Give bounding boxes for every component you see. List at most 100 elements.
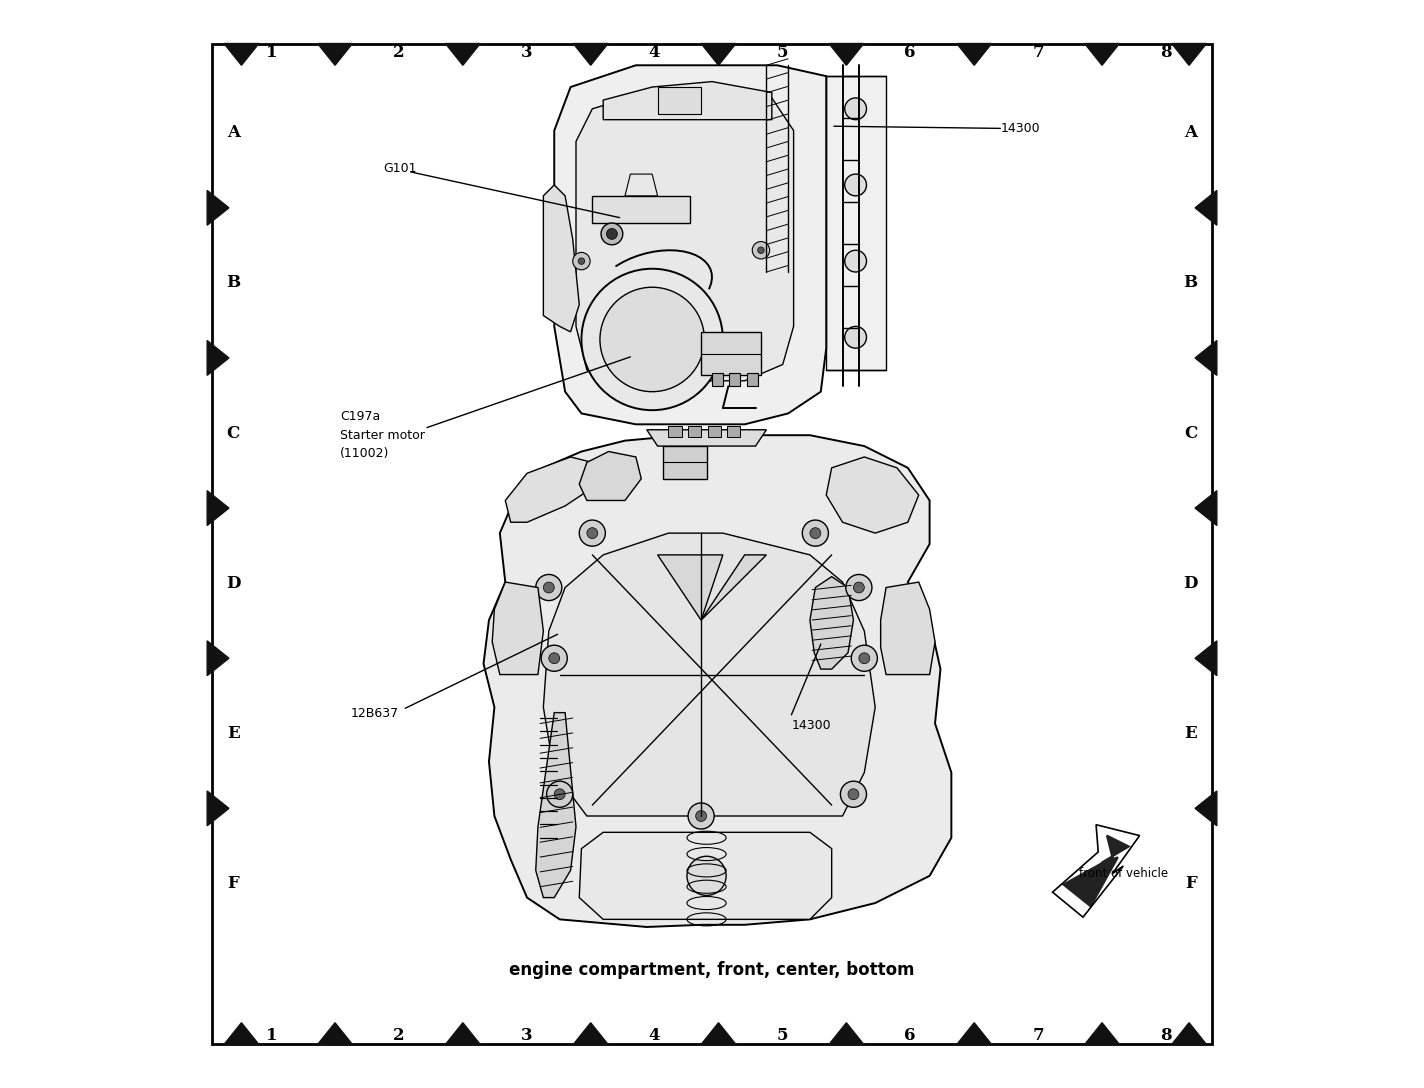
Bar — [708, 426, 721, 437]
Polygon shape — [701, 1023, 736, 1044]
Polygon shape — [575, 92, 793, 381]
Circle shape — [581, 269, 723, 410]
Text: 8: 8 — [1161, 44, 1172, 61]
Polygon shape — [880, 582, 936, 675]
Polygon shape — [580, 832, 832, 919]
Polygon shape — [592, 196, 691, 223]
Polygon shape — [1195, 791, 1218, 826]
Circle shape — [852, 645, 877, 671]
Text: 1: 1 — [266, 1027, 278, 1044]
Bar — [658, 87, 701, 114]
Polygon shape — [1195, 491, 1218, 526]
Polygon shape — [1172, 1023, 1206, 1044]
Circle shape — [859, 653, 870, 664]
Text: 6: 6 — [904, 1027, 916, 1044]
Circle shape — [535, 574, 562, 601]
Circle shape — [587, 528, 598, 539]
Text: F: F — [228, 875, 239, 892]
Bar — [701, 332, 760, 375]
Text: 7: 7 — [1032, 1027, 1044, 1044]
Circle shape — [541, 645, 567, 671]
Polygon shape — [810, 577, 853, 669]
Text: 6: 6 — [904, 44, 916, 61]
Polygon shape — [506, 457, 614, 522]
Text: 5: 5 — [778, 44, 789, 61]
Text: 3: 3 — [521, 44, 533, 61]
Circle shape — [572, 252, 590, 270]
Circle shape — [844, 98, 866, 120]
Polygon shape — [625, 174, 658, 196]
Polygon shape — [701, 44, 736, 65]
Circle shape — [758, 247, 765, 254]
Bar — [688, 426, 701, 437]
Text: front of vehicle: front of vehicle — [1079, 867, 1168, 880]
Polygon shape — [206, 341, 229, 375]
Text: 8: 8 — [1161, 1027, 1172, 1044]
Polygon shape — [224, 44, 259, 65]
Polygon shape — [1085, 1023, 1119, 1044]
Circle shape — [802, 520, 829, 546]
Polygon shape — [206, 190, 229, 225]
Polygon shape — [318, 1023, 352, 1044]
Text: 14300: 14300 — [792, 719, 832, 732]
Text: A: A — [1185, 124, 1198, 141]
Polygon shape — [1172, 44, 1206, 65]
Text: 1: 1 — [266, 44, 278, 61]
Circle shape — [607, 228, 618, 239]
Circle shape — [688, 803, 715, 829]
Polygon shape — [658, 555, 723, 620]
Circle shape — [548, 653, 560, 664]
Polygon shape — [484, 435, 951, 927]
Polygon shape — [544, 185, 580, 332]
Text: D: D — [1183, 574, 1198, 592]
Polygon shape — [446, 1023, 480, 1044]
Polygon shape — [554, 65, 826, 424]
Polygon shape — [826, 457, 918, 533]
Text: 14300: 14300 — [1000, 122, 1040, 135]
Circle shape — [849, 789, 859, 800]
Text: E: E — [1185, 725, 1198, 742]
Polygon shape — [701, 555, 766, 620]
Polygon shape — [493, 582, 544, 675]
Text: A: A — [226, 124, 239, 141]
Text: 7: 7 — [1032, 44, 1044, 61]
Text: 2: 2 — [393, 44, 404, 61]
Text: C: C — [226, 424, 239, 442]
Circle shape — [578, 258, 585, 264]
Polygon shape — [580, 452, 641, 500]
Circle shape — [844, 174, 866, 196]
Circle shape — [810, 528, 820, 539]
Text: (11002): (11002) — [340, 447, 389, 460]
Text: B: B — [226, 274, 241, 292]
Circle shape — [547, 781, 572, 807]
Circle shape — [600, 287, 705, 392]
Circle shape — [840, 781, 866, 807]
Bar — [712, 373, 723, 386]
Circle shape — [696, 811, 706, 821]
Text: D: D — [226, 574, 241, 592]
Polygon shape — [1064, 836, 1129, 906]
Text: 12B637: 12B637 — [350, 707, 399, 720]
Bar — [746, 373, 758, 386]
Circle shape — [752, 242, 769, 259]
Polygon shape — [1195, 341, 1218, 375]
Circle shape — [686, 856, 726, 895]
Polygon shape — [206, 491, 229, 526]
Circle shape — [544, 582, 554, 593]
Circle shape — [601, 223, 622, 245]
Circle shape — [844, 250, 866, 272]
Text: engine compartment, front, center, bottom: engine compartment, front, center, botto… — [510, 962, 914, 979]
Polygon shape — [826, 76, 886, 370]
Text: F: F — [1185, 875, 1196, 892]
Text: 2: 2 — [393, 1027, 404, 1044]
Circle shape — [844, 326, 866, 348]
Polygon shape — [1195, 641, 1218, 676]
Text: B: B — [1183, 274, 1198, 292]
Circle shape — [846, 574, 871, 601]
Polygon shape — [318, 44, 352, 65]
Polygon shape — [206, 641, 229, 676]
Bar — [728, 426, 740, 437]
Polygon shape — [646, 430, 766, 446]
Text: C197a: C197a — [340, 410, 380, 423]
Polygon shape — [1085, 44, 1119, 65]
